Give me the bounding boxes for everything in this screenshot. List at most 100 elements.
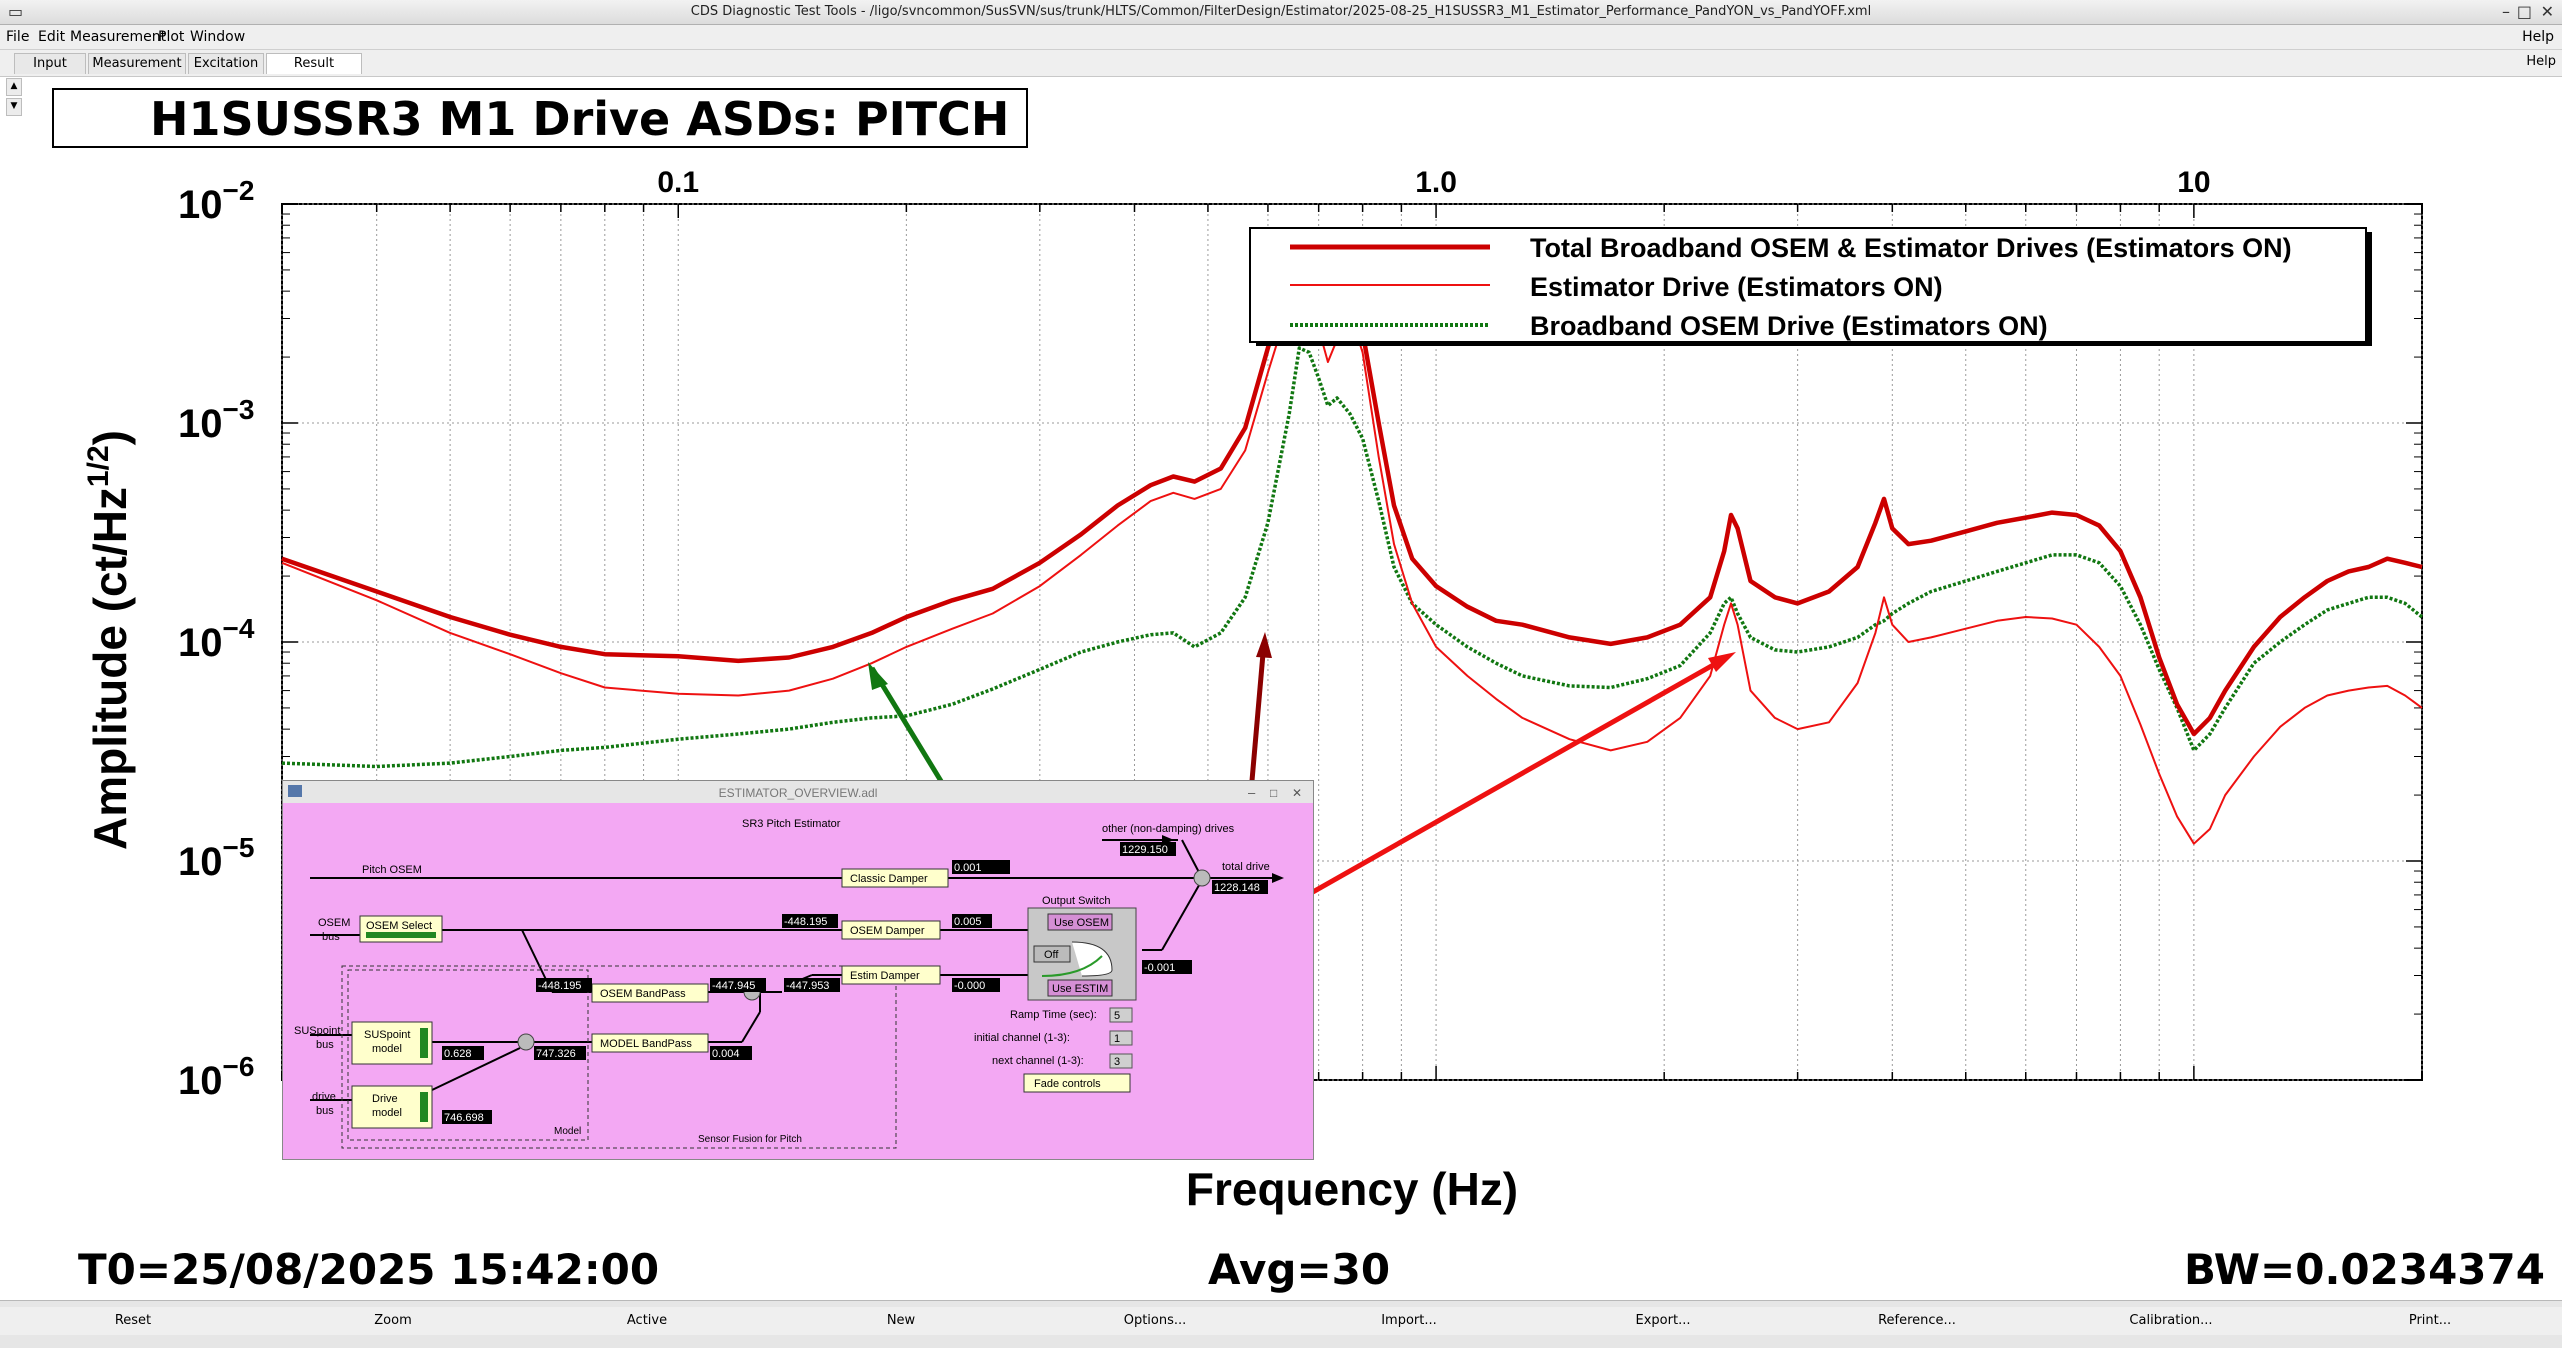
readback-switch-out: -0.001 (1144, 962, 1175, 974)
readback-other-drives: 1229.150 (1122, 844, 1168, 856)
y-tick-labels: 10−2 10−3 10−4 10−5 10−6 (178, 175, 255, 1103)
model-bandpass-label: MODEL BandPass (600, 1038, 692, 1050)
use-osem-label: Use OSEM (1054, 917, 1109, 929)
legend-entry-estimator: Estimator Drive (Estimators ON) (1530, 272, 1943, 302)
total-drive-label: total drive (1222, 861, 1270, 873)
menu-measurement[interactable]: Measurement (70, 29, 167, 45)
readback-model-sum: 747.326 (536, 1048, 576, 1060)
drive-bus-label-2: bus (316, 1105, 334, 1117)
inset-maximize-icon[interactable]: □ (1270, 786, 1277, 800)
fade-controls-button[interactable]: Fade controls (1023, 1073, 1131, 1093)
menu-edit[interactable]: Edit (38, 29, 66, 45)
osem-bandpass-button[interactable]: OSEM BandPass (591, 983, 709, 1003)
annotation-arrowhead-green (868, 662, 888, 690)
model-group-label: Model (554, 1126, 581, 1137)
readback-model-bp: 0.004 (712, 1048, 740, 1060)
y-axis-label: Amplitude (ct/Hz1/2) (82, 430, 136, 850)
y-tick-label: 10−6 (178, 1051, 254, 1103)
print-button[interactable]: Print... (2298, 1307, 2562, 1335)
bottom-button-bar: Reset Zoom Active New Options... Import.… (0, 1300, 2562, 1348)
drive-model-label-1: Drive (372, 1093, 398, 1105)
next-channel-value: 3 (1114, 1056, 1120, 1068)
estim-damper-button[interactable]: Estim Damper (841, 965, 941, 985)
reference-button[interactable]: Reference... (1790, 1307, 2045, 1335)
menu-window[interactable]: Window (190, 29, 246, 45)
osem-bus-label-2: bus (322, 931, 340, 943)
series-line-2 (281, 346, 2424, 769)
scroll-down-icon[interactable]: ▼ (6, 98, 22, 116)
osem-bandpass-label: OSEM BandPass (600, 988, 686, 1000)
footer-t0: T0=25/08/2025 15:42:00 (78, 1245, 660, 1294)
use-estim-label: Use ESTIM (1052, 983, 1108, 995)
maximize-icon[interactable]: □ (2516, 2, 2532, 21)
window-titlebar: CDS Diagnostic Test Tools - /ligo/svncom… (0, 0, 2562, 25)
scroll-up-icon[interactable]: ▲ (6, 78, 22, 96)
menu-plot[interactable]: Plot (158, 29, 185, 45)
off-button[interactable]: Off (1033, 945, 1071, 963)
window-title: CDS Diagnostic Test Tools - /ligo/svncom… (690, 4, 1872, 19)
close-icon[interactable]: ✕ (2540, 2, 2554, 21)
inset-minimize-icon[interactable]: – (1248, 785, 1256, 800)
readback-fused: -447.953 (786, 980, 829, 992)
off-label: Off (1044, 949, 1059, 961)
readback-estim-damper: -0.000 (954, 980, 985, 992)
menu-bar: File Edit Measurement Plot Window Help (0, 25, 2562, 50)
footer-bw: BW=0.0234374 (2184, 1245, 2545, 1294)
tab-bar: Input Measurement Excitation Result Help (0, 50, 2562, 77)
pitch-osem-label: Pitch OSEM (362, 864, 422, 876)
legend-entry-osem: Broadband OSEM Drive (Estimators ON) (1530, 311, 2048, 341)
suspoint-bus-label-2: bus (316, 1039, 334, 1051)
y-tick-label: 10−3 (178, 394, 254, 446)
model-bandpass-button[interactable]: MODEL BandPass (591, 1033, 709, 1053)
tab-measurement[interactable]: Measurement (88, 53, 186, 74)
readback-classic: 0.001 (954, 862, 982, 874)
series-group (281, 238, 2424, 845)
zoom-button[interactable]: Zoom (266, 1307, 521, 1335)
minimize-icon[interactable]: – (2502, 2, 2510, 21)
inset-close-icon[interactable]: ✕ (1292, 786, 1302, 800)
sum-junction-model (517, 1033, 535, 1051)
menu-help[interactable]: Help (2522, 29, 2554, 45)
active-button[interactable]: Active (520, 1307, 775, 1335)
readback-osem-in: -448.195 (784, 916, 827, 928)
pad-scroll: ▲ ▼ (6, 78, 22, 116)
series-line-1 (281, 274, 2423, 845)
window-menu-icon[interactable]: ▭ (8, 2, 24, 21)
menu-file[interactable]: File (6, 29, 30, 45)
drive-model-block[interactable]: Drive model (351, 1085, 433, 1129)
classic-damper-button[interactable]: Classic Damper (841, 868, 949, 888)
tab-input[interactable]: Input (14, 53, 86, 74)
readback-osem-bp-in: -448.195 (538, 980, 581, 992)
y-tick-label: 10−2 (178, 175, 254, 227)
tab-excitation[interactable]: Excitation (188, 53, 264, 74)
y-axis-label-exp: 1/2 (82, 445, 115, 487)
suspoint-model-block[interactable]: SUSpoint model (351, 1021, 433, 1065)
estim-damper-label: Estim Damper (850, 970, 920, 982)
osem-select-label: OSEM Select (366, 920, 432, 932)
calibration-button[interactable]: Calibration... (2044, 1307, 2299, 1335)
tab-result[interactable]: Result (266, 53, 362, 74)
adl-app-icon (288, 785, 302, 797)
export-button[interactable]: Export... (1536, 1307, 1791, 1335)
use-estim-button[interactable]: Use ESTIM (1047, 979, 1113, 997)
initial-channel-input[interactable] (1109, 1030, 1133, 1046)
initial-channel-value: 1 (1114, 1033, 1120, 1045)
new-button[interactable]: New (774, 1307, 1029, 1335)
fade-controls-label: Fade controls (1034, 1078, 1101, 1090)
drive-bus-label-1: drive (312, 1091, 336, 1103)
x-axis-label: Frequency (Hz) (1186, 1163, 1518, 1215)
footer-avg: Avg=30 (1208, 1245, 1391, 1294)
other-drives-label: other (non-damping) drives (1102, 823, 1235, 835)
osem-damper-button[interactable]: OSEM Damper (841, 920, 941, 940)
legend-entry-total: Total Broadband OSEM & Estimator Drives … (1530, 233, 2292, 263)
osem-select-block[interactable]: OSEM Select (359, 915, 443, 943)
options-button[interactable]: Options... (1028, 1307, 1283, 1335)
readback-total-drive: 1228.148 (1214, 882, 1260, 894)
use-osem-button[interactable]: Use OSEM (1047, 913, 1113, 931)
sensor-fusion-label: Sensor Fusion for Pitch (698, 1134, 802, 1145)
import-button[interactable]: Import... (1282, 1307, 1537, 1335)
reset-button[interactable]: Reset (0, 1307, 267, 1335)
next-channel-input[interactable] (1109, 1053, 1133, 1069)
ramp-time-input[interactable] (1109, 1007, 1133, 1023)
tab-help[interactable]: Help (2526, 54, 2556, 69)
